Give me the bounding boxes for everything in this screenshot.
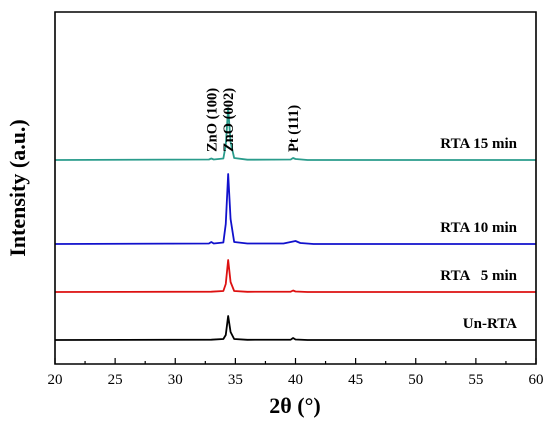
- series-line-3: [54, 107, 536, 161]
- y-axis-title: Intensity (a.u.): [5, 119, 30, 257]
- x-tick-label: 40: [288, 372, 303, 388]
- series-label-3: RTA 15 min: [440, 136, 517, 152]
- series-label-1: RTA 5 min: [440, 268, 517, 284]
- x-tick-label: 55: [468, 372, 483, 388]
- series-line-2: [54, 173, 536, 245]
- x-tick-label: 20: [48, 372, 63, 388]
- axes: [54, 11, 537, 365]
- series-labels: Un-RTA RTA 5 min RTA 10 min RTA 15 min: [440, 136, 517, 332]
- x-tick-label: 30: [168, 372, 183, 388]
- x-tick-label: 35: [228, 372, 243, 388]
- peak-annotations: ZnO (100) ZnO (002) Pt (111): [204, 88, 302, 152]
- x-axis-title: 2θ (°): [269, 393, 320, 418]
- x-tick-label: 25: [108, 372, 123, 388]
- peak-annotation-2: Pt (111): [286, 105, 302, 152]
- x-tick-label: 45: [348, 372, 363, 388]
- plot-frame: [54, 11, 537, 365]
- x-tick-label: 50: [408, 372, 423, 388]
- series-traces: [54, 107, 536, 341]
- peak-annotation-1: ZnO (002): [221, 88, 237, 152]
- peak-annotation-0: ZnO (100): [204, 88, 220, 152]
- series-label-0: Un-RTA: [463, 316, 517, 332]
- series-line-1: [54, 259, 536, 293]
- series-line-0: [54, 315, 536, 341]
- series-label-2: RTA 10 min: [440, 220, 517, 236]
- x-ticks: 20 25 30 35 40 45 50 55 60: [48, 358, 544, 388]
- x-tick-label: 60: [529, 372, 544, 388]
